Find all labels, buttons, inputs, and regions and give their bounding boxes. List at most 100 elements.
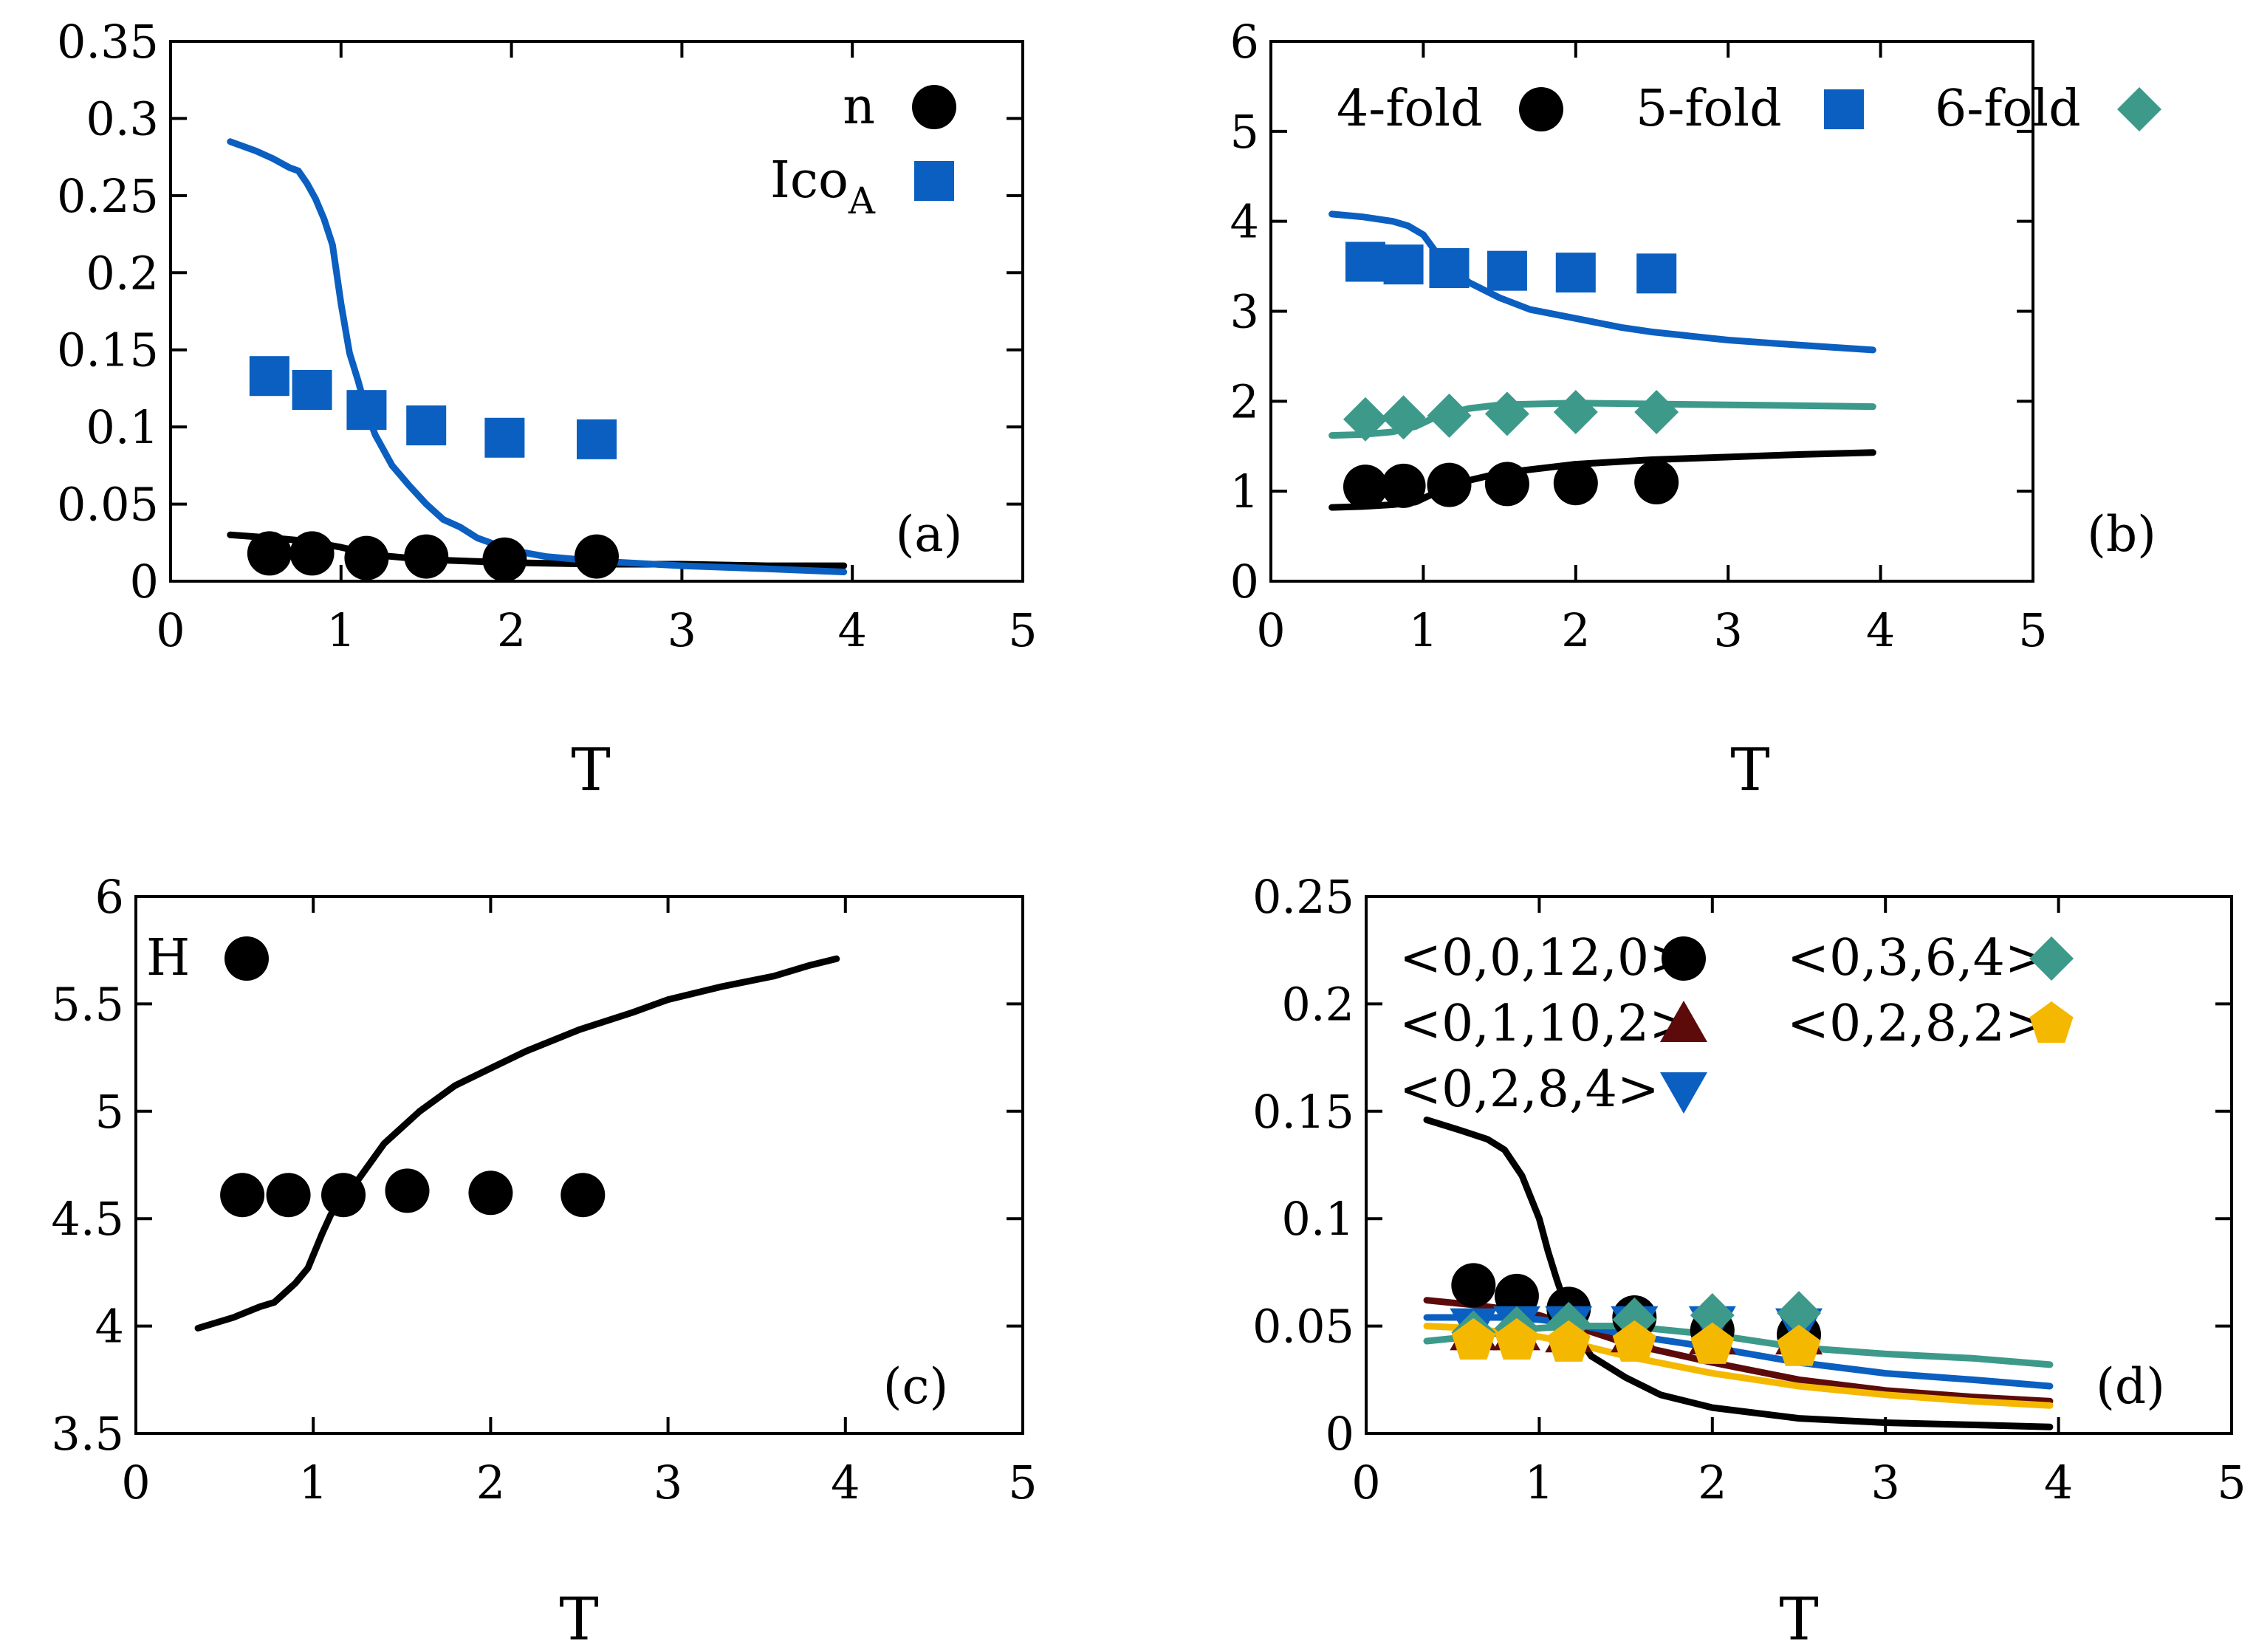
y-tick-label: 5 [95, 1085, 124, 1139]
panel-b: 0 1 2 3 4 5 0 1 2 3 4 5 6 T (b) 4-fold 5-fold 6-fold [1230, 15, 2161, 804]
data-point-6-fold [1381, 395, 1426, 440]
x-tick-label: 2 [497, 603, 526, 657]
plot-frame [1365, 895, 2233, 1435]
x-tick-label: 4 [1866, 603, 1895, 657]
data-point-0-2-8-2 [1546, 1320, 1591, 1362]
y-tick-label: 6 [1230, 15, 1259, 69]
y-tick-label: 0.2 [1281, 977, 1354, 1031]
data-point-n [289, 531, 335, 576]
data-point-0-2-8-2 [1451, 1318, 1495, 1360]
legend-marker-6-fold [2117, 87, 2161, 131]
x-tick-label: 5 [1008, 1456, 1037, 1509]
plot-frame [134, 895, 1024, 1435]
x-tick-label: 1 [1409, 603, 1438, 657]
series-line-ico-a-line [227, 138, 848, 575]
data-point-0-3-6-4 [1777, 1291, 1821, 1336]
data-point-4-fold [1427, 462, 1472, 507]
data-point-4-fold [1634, 459, 1679, 504]
data-point-5-fold [1345, 241, 1385, 282]
data-point-h [560, 1173, 606, 1218]
panel-tag: (a) [896, 506, 963, 563]
data-point-h [385, 1168, 430, 1213]
legend-marker-0-1-10-2 [1660, 1001, 1707, 1042]
x-tick-label: 0 [121, 1456, 150, 1509]
data-point-h [468, 1171, 513, 1216]
legend-label: <0,0,12,0> [1399, 929, 1691, 987]
x-tick-label: 3 [668, 603, 696, 657]
y-tick-label: 2 [1230, 374, 1259, 428]
data-point-0-2-8-2 [1495, 1318, 1539, 1360]
legend-marker-5-fold [1824, 89, 1864, 129]
data-point-ico [406, 405, 447, 446]
data-point-ico [346, 390, 387, 431]
data-point-0-2-8-2 [1612, 1320, 1656, 1362]
y-tick-label: 6 [95, 870, 124, 924]
legend-marker-h [224, 936, 269, 981]
x-tick-label: 4 [837, 603, 866, 657]
y-tick-label: 0.25 [1252, 870, 1354, 924]
x-tick-label: 3 [654, 1456, 682, 1509]
series-line-h-line [194, 955, 840, 1331]
y-tick-label: 0.15 [57, 323, 159, 377]
data-point-6-fold [1484, 391, 1529, 436]
x-tick-label: 1 [298, 1456, 327, 1509]
data-point-5-fold [1429, 248, 1470, 289]
y-tick-label: 0.1 [1281, 1192, 1354, 1246]
data-point-4-fold [1381, 463, 1426, 508]
x-axis-title: T [559, 1585, 598, 1652]
data-point-0-2-8-2 [1690, 1322, 1735, 1364]
panel-c: 0 1 2 3 4 5 3.5 4 4.5 5 5.5 6 T (c) H [51, 870, 1037, 1652]
legend-label: 5-fold [1636, 80, 1782, 138]
x-tick-label: 3 [1713, 603, 1742, 657]
legend-marker-n [912, 85, 956, 129]
data-point-h [321, 1173, 366, 1218]
x-tick-label: 3 [1871, 1456, 1899, 1509]
data-point-n [575, 534, 619, 579]
y-tick-label: 0.05 [57, 478, 159, 532]
data-point-ico [249, 356, 289, 397]
data-point-0-0-12-0 [1451, 1263, 1496, 1308]
x-tick-label: 4 [831, 1456, 860, 1509]
y-tick-label: 5 [1230, 105, 1259, 159]
y-tick-label: 0.25 [57, 169, 159, 223]
legend-label: <0,1,10,2> [1399, 995, 1691, 1053]
data-point-4-fold [1343, 465, 1388, 510]
y-tick-label: 0.05 [1252, 1300, 1354, 1354]
data-point-ico [484, 417, 525, 458]
legend-marker-0-3-6-4 [2029, 936, 2074, 981]
y-tick-label: 0.35 [57, 15, 159, 69]
legend-marker-0-0-12-0 [1662, 936, 1706, 981]
data-point-0-3-6-4 [1690, 1293, 1735, 1338]
legend-label: 4-fold [1337, 80, 1483, 138]
x-axis-title: T [1779, 1585, 1818, 1652]
x-tick-label: 0 [1351, 1456, 1380, 1509]
y-tick-label: 4.5 [51, 1192, 124, 1246]
data-point-6-fold [1427, 393, 1472, 438]
data-point-5-fold [1555, 253, 1596, 293]
data-point-5-fold [1487, 250, 1527, 291]
y-tick-label: 4 [1230, 195, 1259, 249]
y-tick-label: 4 [95, 1300, 124, 1354]
legend-label: <0,3,6,4> [1787, 929, 2047, 987]
y-tick-label: 0.3 [86, 92, 159, 145]
data-point-n [404, 534, 449, 579]
data-point-6-fold [1343, 397, 1388, 442]
y-tick-label: 0.2 [86, 246, 159, 300]
y-tick-label: 3 [1230, 285, 1259, 339]
y-tick-label: 0.1 [86, 400, 159, 454]
x-tick-label: 1 [1525, 1456, 1554, 1509]
data-point-n [344, 535, 389, 580]
y-tick-label: 1 [1230, 465, 1259, 518]
x-axis-title: T [571, 736, 610, 804]
y-tick-label: 0 [130, 555, 159, 609]
y-tick-label: 0.15 [1252, 1085, 1354, 1139]
data-point-h [266, 1173, 311, 1218]
x-tick-label: 5 [1008, 603, 1037, 657]
panel-d: 0 1 2 3 4 5 0 0.05 0.1 0.15 0.2 0.25 T (d) <0,0,12,0> <… [1252, 870, 2246, 1652]
panel-tag: (d) [2096, 1358, 2165, 1415]
x-tick-label: 0 [1256, 603, 1285, 657]
x-tick-label: 5 [2217, 1456, 2246, 1509]
data-point-n [482, 537, 527, 582]
data-point-4-fold [1553, 461, 1598, 506]
